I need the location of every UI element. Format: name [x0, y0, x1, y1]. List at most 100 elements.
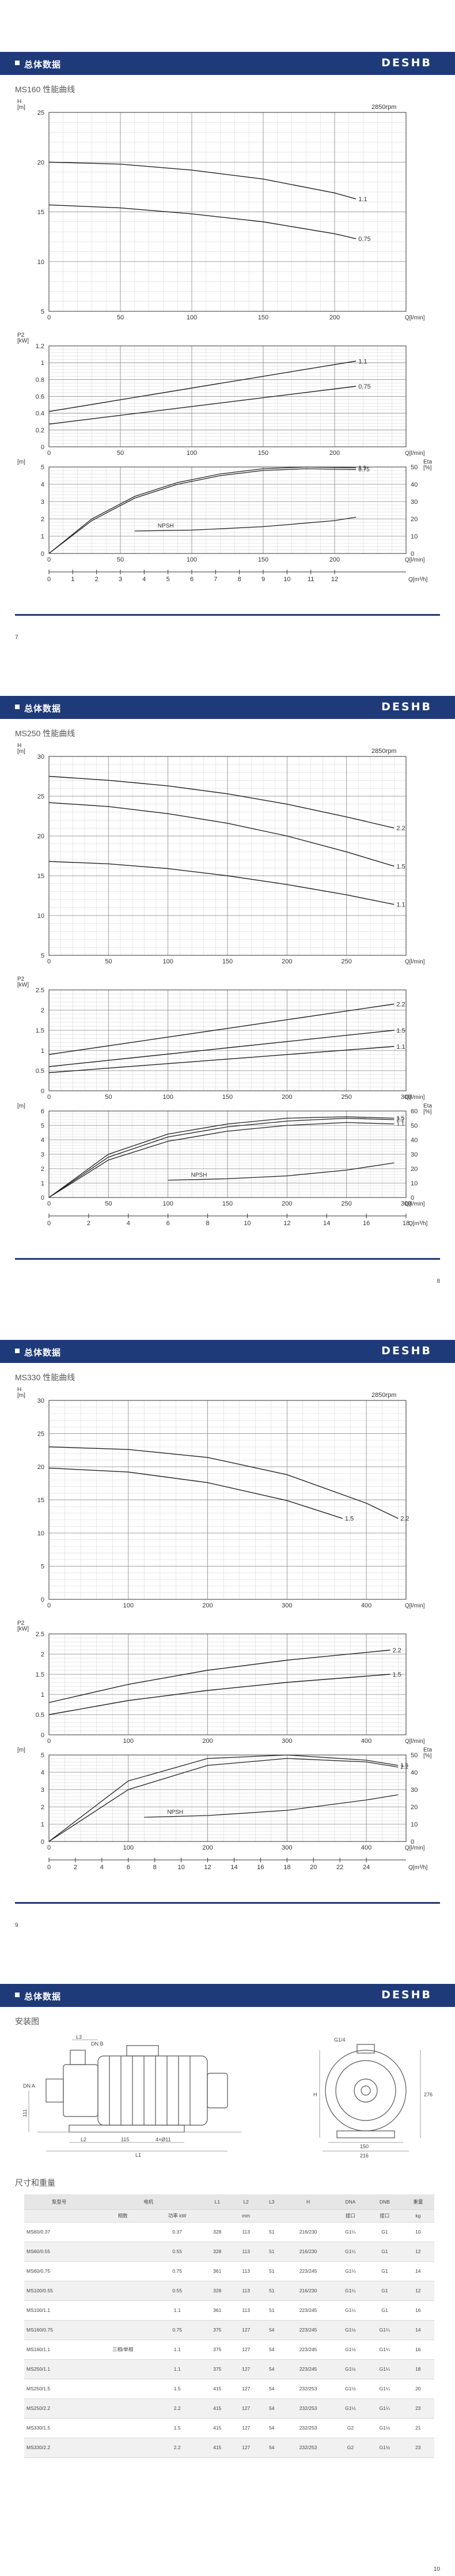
dim-115: 115: [121, 2137, 129, 2142]
y-axis-title: NPSH: [17, 1746, 33, 1748]
series-line-1-5: [48, 802, 395, 867]
x2-tick-label: 9: [261, 576, 265, 583]
y-tick-label: 0: [41, 1596, 44, 1603]
y2-axis-title: Eta: [423, 1103, 432, 1109]
y-tick-label: 25: [37, 110, 44, 116]
y-axis-title: H: [17, 99, 21, 105]
table-cell: 51: [260, 2261, 283, 2281]
series-label: NPSH: [167, 1809, 183, 1816]
y-tick-label: 10: [37, 1530, 44, 1537]
table-cell: 54: [260, 2359, 283, 2379]
x-tick-label: 250: [341, 958, 351, 965]
plot-frame: [48, 345, 407, 447]
header-band: 总体数据 DESHB: [0, 52, 455, 75]
series-label: 0.75: [358, 383, 370, 390]
y-tick-label: 2: [41, 1651, 44, 1658]
series-line-1-1: [48, 1046, 395, 1074]
y-axis-title: [m]: [17, 748, 25, 755]
table-cell: 223/245: [283, 2320, 333, 2340]
chart-ms160-hq: 0 50 100 150 200 5 10 15 20 25 H[m] Q[l/min] 2850rpm…: [17, 99, 425, 321]
x2-tick-label: 8: [206, 1220, 209, 1227]
table-cell: G1¼: [367, 2320, 402, 2340]
table-cell: G2: [333, 2438, 368, 2458]
y-tick-label: 15: [37, 873, 44, 880]
sub-dna: 接口: [333, 2209, 368, 2223]
table-cell: 127: [232, 2359, 261, 2379]
x-tick-label: 400: [361, 1602, 371, 1609]
plot-frame: [48, 756, 407, 956]
x2-tick-label: 4: [100, 1864, 104, 1871]
series-label: 1.1: [396, 902, 405, 909]
x-tick-label: 250: [341, 1200, 351, 1207]
brand-logo: DESHB: [381, 57, 432, 69]
chart-ms160-npsh: 050100150200012345NPSH[m]01020304050Eta[…: [17, 458, 432, 583]
table-cell: [94, 2379, 152, 2399]
dim-h: H: [313, 2092, 317, 2097]
y2-tick-label: 40: [411, 1137, 418, 1144]
chart-ms250-p2q: 0 50 100 150 200 250 300 0 0.5 1 1.5 2 2.5 P2[kW] Q[l/…: [17, 976, 425, 1101]
table-cell: [94, 2281, 152, 2301]
col-l1: L1: [203, 2194, 232, 2210]
x2-tick-label: 10: [178, 1864, 185, 1871]
page-number: 7: [15, 634, 18, 641]
header-title: 总体数据: [24, 704, 62, 714]
x-tick-label: 0: [47, 1738, 51, 1745]
table-row: MS250/1.1 1.1 375 127 54 223/245 G1½ G1¼ 18: [24, 2359, 434, 2379]
table-cell: 2.2: [151, 2438, 203, 2458]
y2-tick-label: 0: [411, 1839, 414, 1846]
x-tick-label: 200: [202, 1738, 213, 1745]
table-cell: 415: [203, 2418, 232, 2438]
header-title: 总体数据: [24, 1348, 62, 1358]
col-motor: 电机: [94, 2194, 203, 2210]
x2-tick-label: 12: [283, 1220, 290, 1227]
series-label: 1.5: [345, 1516, 354, 1523]
header-title: 总体数据: [24, 60, 62, 70]
y-tick-label: 20: [37, 159, 44, 166]
table-cell: G1¼: [367, 2359, 402, 2379]
x-tick-label: 150: [222, 958, 233, 965]
x-tick-label: 200: [282, 1200, 292, 1207]
y-tick-label: 2: [41, 1007, 44, 1014]
y-axis-title: P2: [17, 332, 25, 338]
table-cell: [94, 2418, 152, 2438]
table-cell: G1½: [367, 2438, 402, 2458]
series-label: 1.5: [396, 863, 405, 870]
table-cell: 14: [401, 2320, 434, 2340]
table-cell: 1.1: [151, 2359, 203, 2379]
x-tick-label: 300: [401, 1200, 411, 1207]
table-cell: 375: [203, 2359, 232, 2379]
table-row: MS100/0.55 0.55 328 113 51 216/230 G1¼ G1 12: [24, 2281, 434, 2301]
series-label: 2.2: [396, 825, 405, 832]
brand-logo: DESHB: [381, 1989, 432, 2001]
x2-axis-title: Q[m³/h]: [408, 1221, 428, 1227]
table-cell: 232/253: [283, 2438, 333, 2458]
x-axis-title: Q[l/min]: [405, 315, 425, 321]
y2-tick-label: 10: [411, 1180, 418, 1187]
dim-150: 150: [360, 2144, 369, 2149]
series-line-0-75: [48, 204, 357, 239]
x-tick-label: 300: [282, 1602, 292, 1609]
y-tick-label: 1: [41, 533, 44, 540]
series-line-1-1: [48, 360, 357, 412]
y2-tick-label: 20: [411, 516, 418, 523]
table-cell: 54: [260, 2398, 283, 2419]
page-dimensions: 总体数据 DESHB 安装图: [0, 1932, 455, 2576]
table-cell: 12: [401, 2242, 434, 2262]
y-axis-title: NPSH: [17, 1102, 33, 1104]
plot-frame: [48, 1633, 407, 1735]
y2-tick-label: 50: [411, 1752, 418, 1759]
table-cell: 361: [203, 2300, 232, 2321]
page-number: 8: [437, 1278, 440, 1285]
table-cell: 375: [203, 2340, 232, 2360]
series-label: 2.2: [400, 1516, 409, 1523]
x-axis-title: Q[l/min]: [405, 557, 425, 563]
x2-tick-label: 1: [71, 576, 74, 583]
y2-tick-label: 10: [411, 1821, 418, 1828]
sub-power: 功率 kW: [151, 2209, 203, 2223]
dim-l3: L3: [76, 2034, 82, 2040]
table-row: MS250/1.5 1.5 415 127 54 232/253 G1½ G1¼ 20: [24, 2379, 434, 2399]
x-tick-label: 0: [47, 1094, 51, 1101]
x2-tick-label: 5: [166, 576, 170, 583]
table-cell: G1¼: [367, 2340, 402, 2360]
y-tick-label: 2: [41, 516, 44, 523]
